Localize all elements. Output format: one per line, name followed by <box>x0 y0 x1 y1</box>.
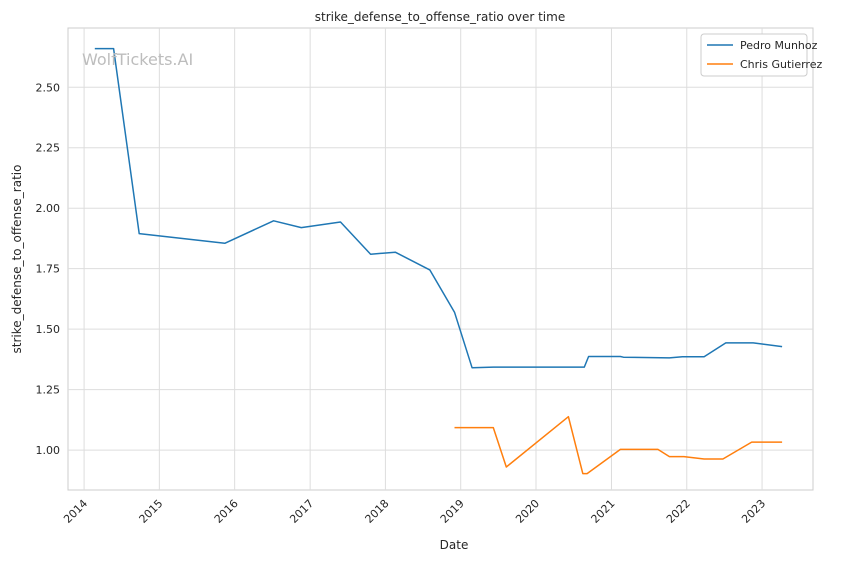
y-axis-title: strike_defense_to_offense_ratio <box>10 165 24 354</box>
x-tick-label-2020: 2020 <box>513 497 542 526</box>
series-lines <box>94 47 783 475</box>
x-tick-label-2019: 2019 <box>438 497 467 526</box>
x-tick-label-2014: 2014 <box>61 497 90 526</box>
plot-area <box>67 27 814 491</box>
x-tick-label-2016: 2016 <box>212 497 241 526</box>
series-line-chris-gutierrez <box>454 415 783 475</box>
x-tick-label-2022: 2022 <box>664 497 693 526</box>
x-tick-label-2018: 2018 <box>363 497 392 526</box>
x-tick-label-2023: 2023 <box>739 497 768 526</box>
x-tick-label-2017: 2017 <box>287 497 316 526</box>
x-tick-label-2021: 2021 <box>589 497 618 526</box>
legend: Pedro Munhoz Chris Gutierrez <box>700 33 822 77</box>
watermark-text: WolfTickets.AI <box>82 50 193 69</box>
legend-label-chris-gutierrez: Chris Gutierrez <box>740 58 822 71</box>
y-tick-label-2.50: 2.50 <box>36 81 61 94</box>
y-tick-label-2.25: 2.25 <box>36 142 61 155</box>
chart-title: strike_defense_to_offense_ratio over tim… <box>315 10 565 24</box>
x-tick-label-2015: 2015 <box>137 497 166 526</box>
y-tick-label-1.50: 1.50 <box>36 323 61 336</box>
y-tick-label-1.75: 1.75 <box>36 263 61 276</box>
y-tick-label-2.00: 2.00 <box>36 202 61 215</box>
y-tick-label-1.25: 1.25 <box>36 384 61 397</box>
legend-label-pedro-munhoz: Pedro Munhoz <box>740 39 818 52</box>
x-axis-title: Date <box>440 538 469 552</box>
grid-lines <box>68 28 813 490</box>
y-tick-label-1.00: 1.00 <box>36 444 61 457</box>
series-line-pedro-munhoz <box>94 47 783 369</box>
